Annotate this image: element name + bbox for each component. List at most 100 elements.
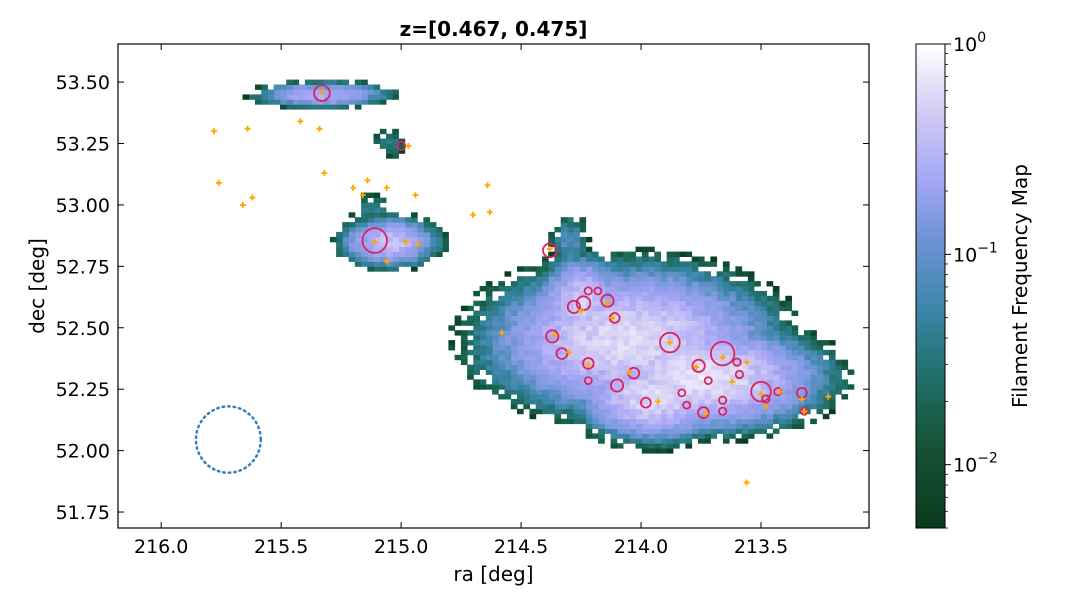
heatmap-cell [729,290,736,297]
heatmap-cell [654,364,661,370]
x-tick-label: 214.0 [614,536,668,558]
heatmap-cell [610,423,618,429]
heatmap-cell [835,374,842,380]
heatmap-cell [666,290,674,297]
heatmap-cell [729,389,736,395]
heatmap-cell [579,325,587,331]
heatmap-cell [492,335,499,341]
heatmap-cell [442,241,449,248]
heatmap-cell [660,335,668,341]
heatmap-cell [641,369,649,375]
heatmap-cell [666,359,674,366]
heatmap-cell [591,349,599,356]
heatmap-cell [517,389,524,395]
heatmap-cell [529,345,537,351]
heatmap-cell [554,246,562,253]
heatmap-cell [641,246,649,253]
heatmap-cell [641,330,649,336]
heatmap-cell [517,300,524,307]
heatmap-cell [673,251,680,257]
heatmap-cell [485,320,493,326]
heatmap-cell [616,271,624,277]
heatmap-cell [648,340,655,346]
heatmap-cell [535,369,543,375]
heatmap-cell [510,403,518,410]
heatmap-cell [797,389,805,395]
galaxy-marker [762,403,769,410]
heatmap-cell [610,290,618,297]
heatmap-cell [616,286,624,292]
heatmap-cell [598,389,605,395]
heatmap-cell [517,310,524,316]
heatmap-cell [729,384,736,390]
heatmap-cell [685,315,693,321]
heatmap-cell [560,418,568,425]
heatmap-cell [523,374,530,380]
heatmap-cell [579,281,587,287]
heatmap-cell [835,364,842,370]
heatmap-cell [697,271,705,277]
heatmap-cell [641,305,649,312]
heatmap-cell [379,231,387,238]
heatmap-cell [560,310,568,316]
heatmap-cell [373,246,381,253]
heatmap-cell [598,335,605,341]
heatmap-cell [566,320,574,326]
heatmap-cell [673,325,680,331]
heatmap-cell [373,261,381,267]
heatmap-cell [623,389,630,395]
heatmap-cell [498,281,505,287]
heatmap-cell [517,325,524,331]
heatmap-cell [591,384,599,390]
heatmap-cell [648,438,655,444]
heatmap-cell [816,340,824,346]
heatmap-cell [641,384,649,390]
heatmap-cell [542,271,549,277]
heatmap-cell [735,335,743,341]
heatmap-cell [654,276,661,282]
heatmap-cell [404,261,412,267]
heatmap-cell [716,364,724,370]
heatmap-cell [429,231,437,238]
heatmap-cell [660,448,668,454]
heatmap-cell [648,246,655,253]
heatmap-cell [648,418,655,425]
heatmap-cell [367,246,374,253]
heatmap-cell [342,84,349,90]
heatmap-cell [361,94,368,100]
heatmap-cell [641,428,649,434]
heatmap-cell [828,379,836,385]
heatmap-cell [616,369,624,375]
heatmap-cell [610,276,618,282]
heatmap-cell [566,236,574,243]
heatmap-cell [386,89,393,95]
heatmap-cell [610,428,618,434]
heatmap-cell [560,222,568,228]
heatmap-cell [685,394,693,400]
heatmap-cell [704,428,711,434]
heatmap-cell [442,231,449,238]
heatmap-cell [485,354,493,361]
heatmap-cell [498,374,505,380]
heatmap-cell [473,369,480,375]
heatmap-cell [498,295,505,302]
heatmap-cell [348,231,356,238]
heatmap-cell [685,413,693,420]
heatmap-cell [679,290,686,297]
heatmap-cell [729,310,736,316]
heatmap-cell [273,84,281,90]
heatmap-cell [741,290,749,297]
heatmap-cell [361,84,368,90]
heatmap-cell [673,399,680,405]
heatmap-cell [710,413,718,420]
heatmap-cell [591,389,599,395]
heatmap-cell [648,443,655,449]
heatmap-cell [804,354,811,361]
heatmap-cell [747,428,755,434]
heatmap-cell [560,408,568,415]
heatmap-cell [542,276,549,282]
heatmap-cell [722,359,730,366]
heatmap-cell [673,354,680,361]
heatmap-cell [772,295,780,302]
galaxy-marker [498,329,505,336]
